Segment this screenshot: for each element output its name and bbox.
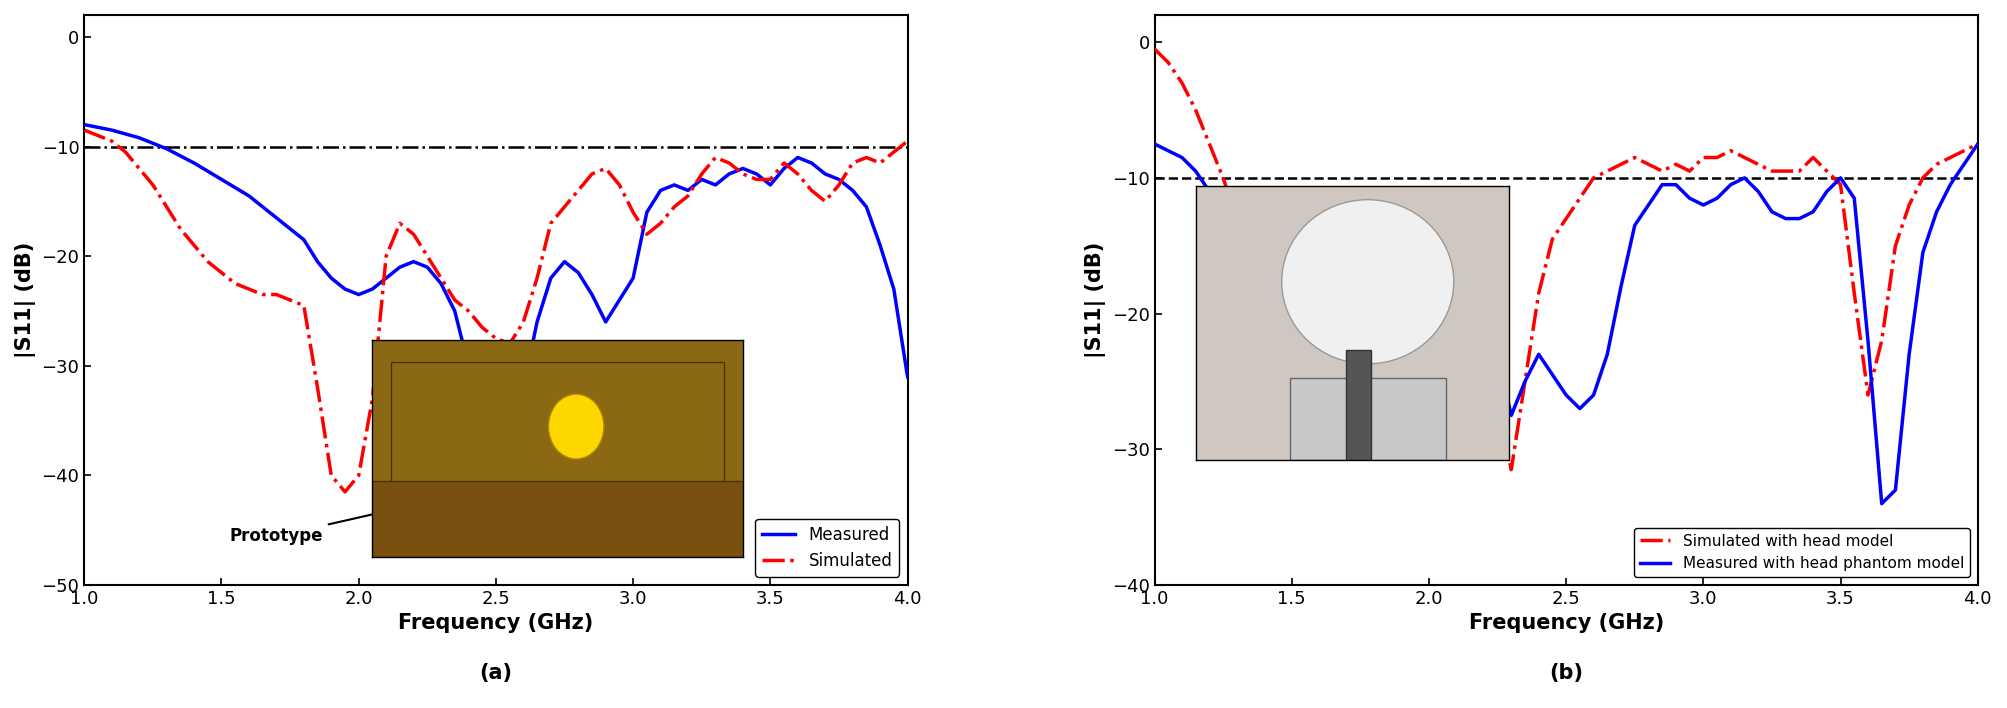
X-axis label: Frequency (GHz): Frequency (GHz) [1469,613,1664,634]
Legend: Measured, Simulated: Measured, Simulated [755,519,899,577]
Legend: Simulated with head model, Measured with head phantom model: Simulated with head model, Measured with… [1634,527,1971,578]
Text: Prototype: Prototype [229,486,492,545]
Title: (b): (b) [1549,663,1584,683]
Y-axis label: |S11| (dB): |S11| (dB) [14,242,36,358]
Title: (a): (a) [480,663,512,683]
X-axis label: Frequency (GHz): Frequency (GHz) [397,613,594,634]
Y-axis label: |S11| (dB): |S11| (dB) [1086,242,1106,358]
